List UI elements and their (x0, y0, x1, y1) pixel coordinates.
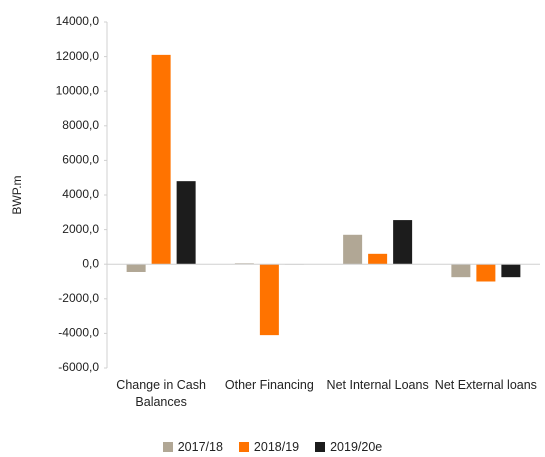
legend-label: 2019/20e (330, 440, 383, 454)
y-tick-label: -4000,0 (58, 326, 99, 340)
bar (451, 264, 471, 278)
bar (176, 181, 196, 265)
legend-label: 2017/18 (177, 440, 223, 454)
y-tick-label: 2000,0 (62, 222, 99, 236)
legend-item: 2019/20e (315, 440, 382, 454)
bar (476, 264, 496, 282)
bar (393, 220, 413, 265)
bar (501, 264, 521, 278)
bar (368, 253, 388, 265)
legend-swatch (238, 442, 249, 452)
y-tick-label: 4000,0 (62, 187, 99, 201)
bar (343, 234, 363, 265)
y-tick-label: 10000,0 (56, 83, 100, 97)
x-tick-label: Change in Cash Balances (116, 378, 206, 409)
y-tick-label: 8000,0 (62, 118, 99, 132)
legend-swatch (315, 442, 326, 452)
x-tick-label: Net External loans (434, 378, 537, 392)
legend-item: 2017/18 (162, 440, 223, 454)
legend-item: 2018/19 (238, 440, 300, 454)
y-tick-label: 6000,0 (62, 153, 99, 167)
x-tick-label: Net Internal Loans (326, 378, 429, 392)
y-axis-label: BWP.m (10, 175, 24, 214)
y-tick-label: 12000,0 (56, 49, 100, 63)
legend-label: 2018/19 (253, 440, 300, 454)
legend: 2017/18 2018/19 2019/20e (0, 440, 545, 454)
y-tick-label: 0,0 (82, 256, 99, 270)
y-tick-label: 14000,0 (56, 14, 100, 28)
bar (151, 54, 171, 265)
x-tick-label: Other Financing (224, 378, 314, 392)
bar (126, 264, 146, 272)
legend-swatch (162, 442, 173, 452)
y-tick-label: -2000,0 (58, 291, 99, 305)
y-tick-label: -6000,0 (58, 360, 99, 374)
bar (259, 264, 279, 336)
